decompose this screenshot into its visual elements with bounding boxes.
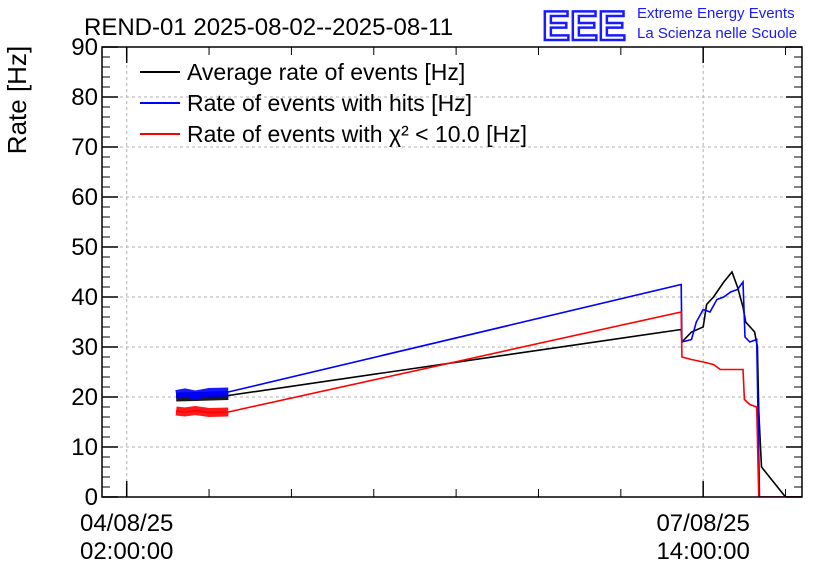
series-band-2 — [175, 387, 229, 400]
series-line-3 — [176, 311, 802, 497]
y-tick-label: 40 — [71, 284, 98, 311]
legend-label: Rate of events with χ² < 10.0 [Hz] — [187, 121, 527, 147]
y-tick-label: 50 — [71, 234, 98, 261]
x-tick-date: 04/08/25 — [80, 510, 173, 537]
series-line-1 — [176, 270, 802, 497]
series-line-2 — [175, 279, 802, 497]
x-tick-time: 02:00:00 — [80, 538, 173, 565]
logo-mark: EEE — [542, 2, 626, 49]
x-tick-time: 14:00:00 — [656, 538, 749, 565]
chart-title: REND-01 2025-08-02--2025-08-11 — [84, 14, 453, 41]
x-tick-date: 07/08/25 — [656, 510, 749, 537]
y-tick-label: 20 — [71, 384, 98, 411]
y-axis: 0 10 20 30 40 50 60 70 80 90 — [71, 34, 802, 511]
y-tick-label: 10 — [71, 434, 98, 461]
plot-border — [101, 46, 803, 498]
legend: Average rate of events [Hz] Rate of event… — [140, 59, 527, 147]
legend-label: Average rate of events [Hz] — [187, 59, 465, 85]
eee-logo: EEE Extreme Energy Events La Scienza nel… — [541, 1, 797, 51]
y-tick-label: 70 — [71, 134, 98, 161]
logo-line-1: Extreme Energy Events — [637, 5, 795, 22]
y-tick-label: 60 — [71, 184, 98, 211]
series-group — [175, 270, 802, 497]
series-band-3 — [175, 405, 229, 418]
legend-label: Rate of events with hits [Hz] — [187, 90, 472, 116]
y-tick-label: 30 — [71, 334, 98, 361]
y-axis-label: Rate [Hz] — [2, 46, 32, 154]
logo-line-2: La Scienza nelle Scuole — [637, 25, 797, 42]
plot-frame — [101, 46, 803, 498]
y-tick-label: 80 — [71, 84, 98, 111]
y-tick-label: 0 — [85, 484, 98, 511]
y-tick-label: 90 — [71, 34, 98, 61]
